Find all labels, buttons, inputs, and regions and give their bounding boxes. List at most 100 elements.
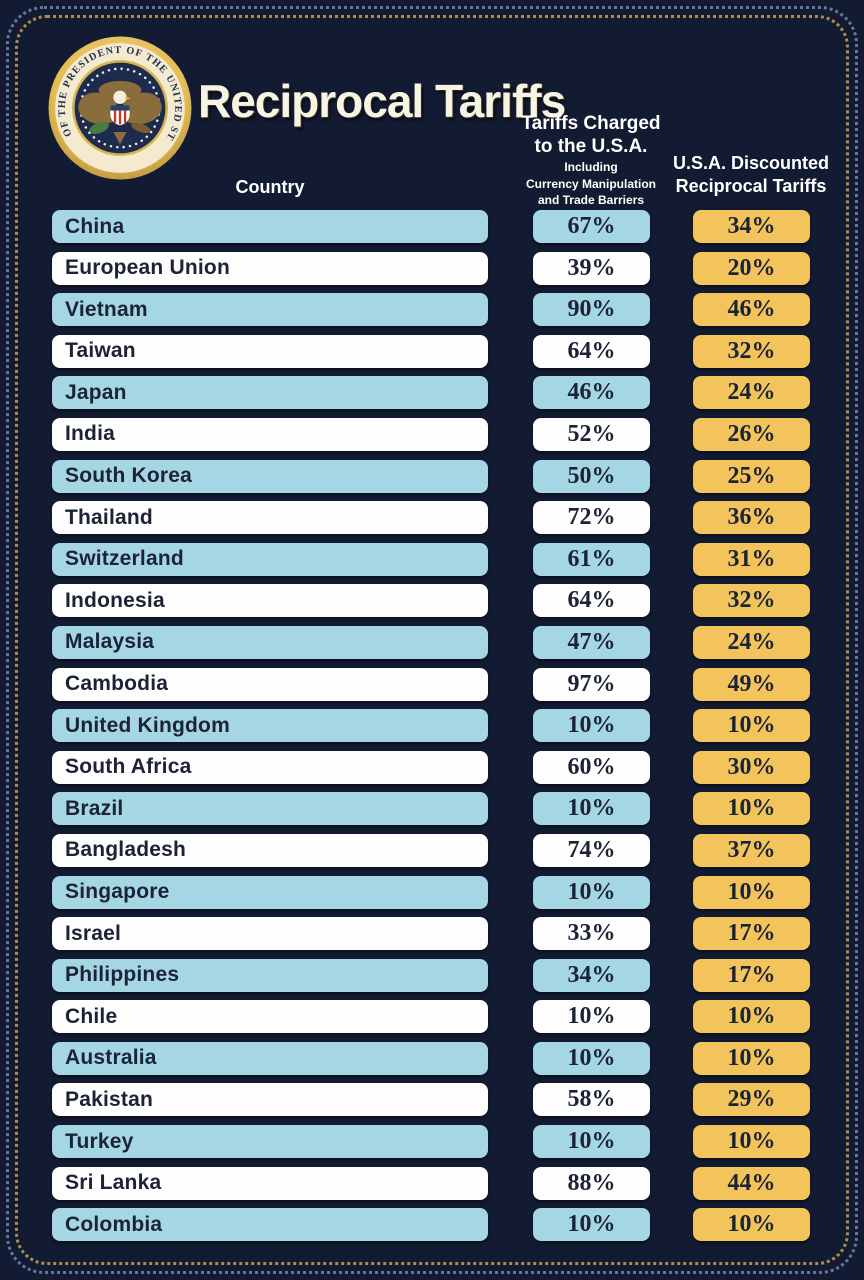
country-label: Israel xyxy=(52,917,488,951)
tariff-charged-value: 33% xyxy=(533,917,650,951)
tariff-charged-value: 72% xyxy=(533,501,650,535)
discounted-tariff-value: 25% xyxy=(693,459,810,493)
country-label: India xyxy=(52,417,488,451)
eagle-emblem xyxy=(78,80,162,145)
presidential-seal: SEAL OF THE PRESIDENT OF THE UNITED STAT… xyxy=(46,34,192,180)
discounted-tariff-value: 17% xyxy=(693,917,810,951)
tariff-charged-value: 64% xyxy=(533,584,650,618)
discounted-tariff-value: 49% xyxy=(693,667,810,701)
table-row: Australia 10% 10% xyxy=(0,1041,864,1075)
tariff-charged-value: 34% xyxy=(533,958,650,992)
column-header-country: Country xyxy=(235,177,305,197)
tariff-charged-value: 10% xyxy=(533,1208,650,1242)
discounted-tariff-value: 24% xyxy=(693,625,810,659)
country-label: Thailand xyxy=(52,501,488,535)
discounted-tariff-value: 29% xyxy=(693,1083,810,1117)
tariff-charged-value: 46% xyxy=(533,376,650,410)
country-label: Malaysia xyxy=(52,625,488,659)
country-label: Singapore xyxy=(52,875,488,909)
table-row: Switzerland 61% 31% xyxy=(0,542,864,576)
discounted-tariff-value: 37% xyxy=(693,833,810,867)
tariff-charged-value: 61% xyxy=(533,542,650,576)
table-row: Chile 10% 10% xyxy=(0,1000,864,1034)
tariff-charged-value: 97% xyxy=(533,667,650,701)
table-row: Cambodia 97% 49% xyxy=(0,667,864,701)
charged-header-line2: to the U.S.A. xyxy=(534,136,648,158)
discounted-tariff-value: 10% xyxy=(693,709,810,743)
table-row: Pakistan 58% 29% xyxy=(0,1083,864,1117)
discounted-tariff-value: 10% xyxy=(693,875,810,909)
tariff-charged-value: 10% xyxy=(533,875,650,909)
tariff-charged-value: 10% xyxy=(533,1000,650,1034)
charged-header-line1: Tariffs Charged xyxy=(521,113,661,134)
tariff-charged-value: 60% xyxy=(533,750,650,784)
tariff-table: China 67% 34% European Union 39% 20% Vie… xyxy=(0,210,864,1242)
discounted-tariff-value: 31% xyxy=(693,542,810,576)
table-row: Sri Lanka 88% 44% xyxy=(0,1166,864,1200)
table-row: South Africa 60% 30% xyxy=(0,750,864,784)
table-row: South Korea 50% 25% xyxy=(0,459,864,493)
table-row: Philippines 34% 17% xyxy=(0,958,864,992)
discounted-tariff-value: 26% xyxy=(693,417,810,451)
discounted-tariff-value: 10% xyxy=(693,1041,810,1075)
country-label: China xyxy=(52,210,488,243)
discounted-tariff-value: 10% xyxy=(693,1208,810,1242)
country-label: Brazil xyxy=(52,792,488,826)
discounted-tariff-value: 34% xyxy=(693,210,810,243)
country-label: South Africa xyxy=(52,750,488,784)
discounted-header-line2: Reciprocal Tariffs xyxy=(675,175,827,196)
country-label: Turkey xyxy=(52,1125,488,1159)
tariff-charged-value: 39% xyxy=(533,251,650,285)
discounted-tariff-value: 44% xyxy=(693,1166,810,1200)
table-row: Brazil 10% 10% xyxy=(0,792,864,826)
discounted-tariff-value: 10% xyxy=(693,1125,810,1159)
tariff-charged-value: 90% xyxy=(533,293,650,327)
tariff-charged-value: 52% xyxy=(533,417,650,451)
country-label: Pakistan xyxy=(52,1083,488,1117)
charged-header-sub3: and Trade Barriers xyxy=(537,192,645,207)
table-row: Turkey 10% 10% xyxy=(0,1125,864,1159)
country-label: Australia xyxy=(52,1041,488,1075)
country-label: Cambodia xyxy=(52,667,488,701)
table-row: Japan 46% 24% xyxy=(0,376,864,410)
table-row: Malaysia 47% 24% xyxy=(0,625,864,659)
discounted-tariff-value: 32% xyxy=(693,334,810,368)
discounted-tariff-value: 30% xyxy=(693,750,810,784)
country-label: Bangladesh xyxy=(52,833,488,867)
discounted-tariff-value: 24% xyxy=(693,376,810,410)
tariff-charged-value: 67% xyxy=(533,210,650,243)
tariff-charged-value: 10% xyxy=(533,1041,650,1075)
table-row: Taiwan 64% 32% xyxy=(0,334,864,368)
country-label: European Union xyxy=(52,251,488,285)
tariff-charged-value: 50% xyxy=(533,459,650,493)
discounted-tariff-value: 36% xyxy=(693,501,810,535)
country-label: Indonesia xyxy=(52,584,488,618)
page-title: Reciprocal Tariffs xyxy=(198,75,566,127)
country-label: Colombia xyxy=(52,1208,488,1242)
tariff-charged-value: 10% xyxy=(533,792,650,826)
table-row: United Kingdom 10% 10% xyxy=(0,709,864,743)
tariff-charged-value: 10% xyxy=(533,709,650,743)
country-label: Philippines xyxy=(52,958,488,992)
country-label: Taiwan xyxy=(52,334,488,368)
discounted-tariff-value: 17% xyxy=(693,958,810,992)
column-header-tariffs-charged: Tariffs Charged to the U.S.A. Including … xyxy=(491,112,691,207)
table-row: Colombia 10% 10% xyxy=(0,1208,864,1242)
discounted-tariff-value: 32% xyxy=(693,584,810,618)
tariff-charged-value: 58% xyxy=(533,1083,650,1117)
discounted-header-line1: U.S.A. Discounted xyxy=(672,153,829,173)
table-row: European Union 39% 20% xyxy=(0,251,864,285)
column-header-discounted: U.S.A. Discounted Reciprocal Tariffs xyxy=(651,152,851,197)
tariff-charged-value: 10% xyxy=(533,1125,650,1159)
country-label: Sri Lanka xyxy=(52,1166,488,1200)
discounted-tariff-value: 46% xyxy=(693,293,810,327)
country-label: United Kingdom xyxy=(52,709,488,743)
country-label: Switzerland xyxy=(52,542,488,576)
discounted-tariff-value: 10% xyxy=(693,1000,810,1034)
charged-header-sub2: Currency Manipulation xyxy=(525,176,656,191)
table-row: Vietnam 90% 46% xyxy=(0,293,864,327)
table-row: Singapore 10% 10% xyxy=(0,875,864,909)
table-row: Thailand 72% 36% xyxy=(0,501,864,535)
table-row: Indonesia 64% 32% xyxy=(0,584,864,618)
